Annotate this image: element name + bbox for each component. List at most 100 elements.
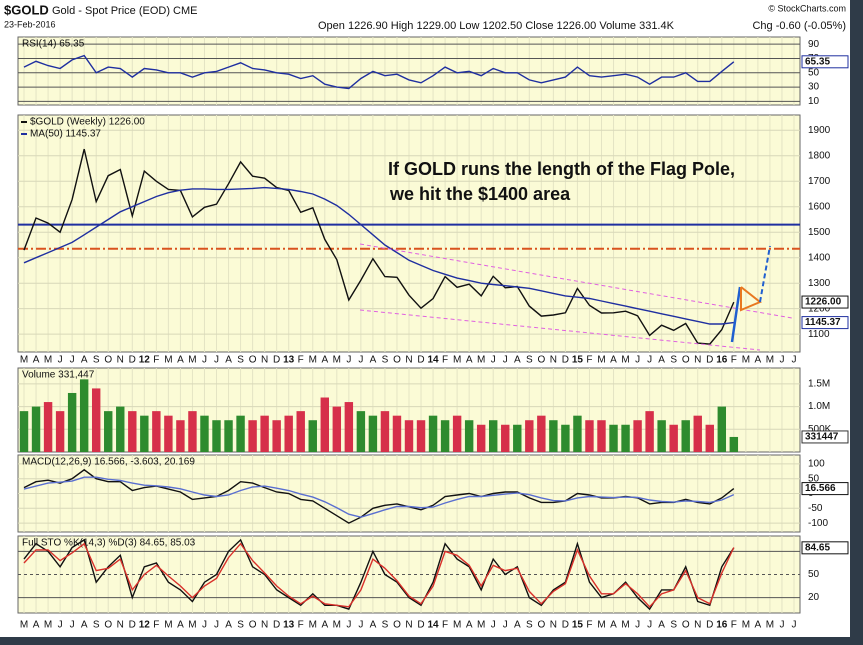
x-tick-label: 13 (283, 620, 295, 631)
x-tick-label: N (261, 355, 268, 366)
volume-bar (585, 420, 594, 452)
x-tick-label: S (526, 355, 533, 366)
x-tick-label: 14 (427, 355, 439, 366)
volume-bar (188, 411, 197, 452)
volume-bar (224, 420, 233, 452)
x-tick-label: M (742, 620, 750, 631)
last-value-box (801, 55, 849, 69)
panel-label: MACD(12,26,9) 16.566, -3.603, 20.169 (22, 457, 195, 468)
volume-bar (404, 420, 414, 452)
volume-bar (176, 420, 185, 452)
volume-bar (332, 406, 342, 452)
x-tick-label: S (526, 620, 533, 631)
volume-bar (308, 420, 317, 452)
x-tick-label: S (237, 620, 244, 631)
x-tick-label: J (70, 620, 75, 631)
volume-bar (200, 415, 209, 452)
y-tick-label: 1400 (808, 252, 831, 263)
volume-bar (55, 411, 65, 452)
x-tick-label: M (766, 355, 774, 366)
x-tick-label: S (93, 620, 100, 631)
volume-bar (645, 411, 654, 452)
x-tick-label: J (635, 355, 640, 366)
x-tick-label: M (742, 355, 750, 366)
y-tick-label: 50 (808, 569, 820, 580)
x-tick-label: O (393, 355, 401, 366)
x-tick-label: M (597, 355, 605, 366)
x-tick-label: N (694, 620, 701, 631)
x-tick-label: 12 (139, 620, 151, 631)
volume-bar (344, 402, 354, 452)
last-value-box (801, 482, 849, 496)
x-tick-label: S (93, 355, 100, 366)
x-tick-label: J (491, 355, 496, 366)
volume-bar (164, 415, 173, 452)
x-tick-label: S (670, 355, 677, 366)
x-tick-label: J (779, 620, 784, 631)
x-tick-label: D (706, 355, 713, 366)
last-value-box (801, 295, 849, 309)
volume-bar (140, 415, 149, 452)
panel-label: RSI(14) 65.35 (22, 39, 85, 50)
x-tick-label: A (225, 355, 232, 366)
last-value-label: 16.566 (805, 483, 836, 494)
x-tick-label: 14 (427, 620, 439, 631)
x-tick-label: 16 (716, 620, 728, 631)
volume-bar (104, 411, 113, 452)
series-line (23, 186, 734, 325)
credit: © StockCharts.com (768, 3, 846, 13)
x-tick-label: J (70, 355, 75, 366)
y-tick-label: 1700 (808, 176, 831, 187)
volume-bar (717, 406, 727, 452)
y-tick-label: 1900 (808, 125, 831, 136)
y-tick-label: 1500 (808, 227, 831, 238)
x-tick-label: N (550, 620, 557, 631)
x-tick-label: A (370, 355, 377, 366)
volume-bar (609, 424, 618, 452)
x-tick-label: F (731, 620, 737, 631)
volume-bar (597, 420, 606, 452)
volume-bar (513, 424, 522, 452)
x-tick-label: M (477, 355, 485, 366)
y-tick-label: 50 (808, 473, 820, 484)
volume-bar (633, 420, 642, 452)
x-tick-label: J (647, 355, 652, 366)
volume-bar (260, 415, 269, 452)
volume-bar (128, 411, 137, 452)
x-tick-label: M (621, 355, 629, 366)
y-tick-label: -100 (808, 518, 828, 529)
x-tick-label: F (298, 620, 304, 631)
x-tick-label: M (309, 620, 317, 631)
x-tick-label: A (466, 620, 473, 631)
x-tick-label: O (537, 620, 545, 631)
x-tick-label: M (621, 620, 629, 631)
x-tick-label: J (214, 620, 219, 631)
channel-bottom (359, 309, 761, 351)
x-tick-label: A (514, 620, 521, 631)
volume-bar (31, 406, 41, 452)
x-tick-label: N (550, 355, 557, 366)
x-tick-label: A (658, 355, 665, 366)
x-tick-label: A (81, 620, 88, 631)
volume-bar (440, 420, 450, 452)
x-tick-label: 15 (572, 355, 584, 366)
x-tick-label: D (273, 620, 280, 631)
x-tick-label: J (647, 620, 652, 631)
y-tick-label: 30 (808, 82, 820, 93)
x-tick-label: 13 (283, 355, 295, 366)
projection (759, 245, 771, 303)
x-tick-label: 15 (572, 620, 584, 631)
volume-bar (320, 397, 329, 452)
x-tick-label: M (44, 620, 52, 631)
x-tick-label: D (273, 355, 280, 366)
x-tick-label: M (309, 355, 317, 366)
volume-bar (296, 411, 305, 452)
x-tick-label: A (33, 620, 40, 631)
x-tick-label: O (104, 355, 112, 366)
instrument-name: Gold - Spot Price (EOD) CME (52, 5, 197, 17)
x-tick-label: O (249, 355, 257, 366)
x-tick-label: F (153, 620, 159, 631)
volume-bar (657, 420, 666, 452)
x-tick-label: O (104, 620, 112, 631)
volume-bar (489, 420, 498, 452)
